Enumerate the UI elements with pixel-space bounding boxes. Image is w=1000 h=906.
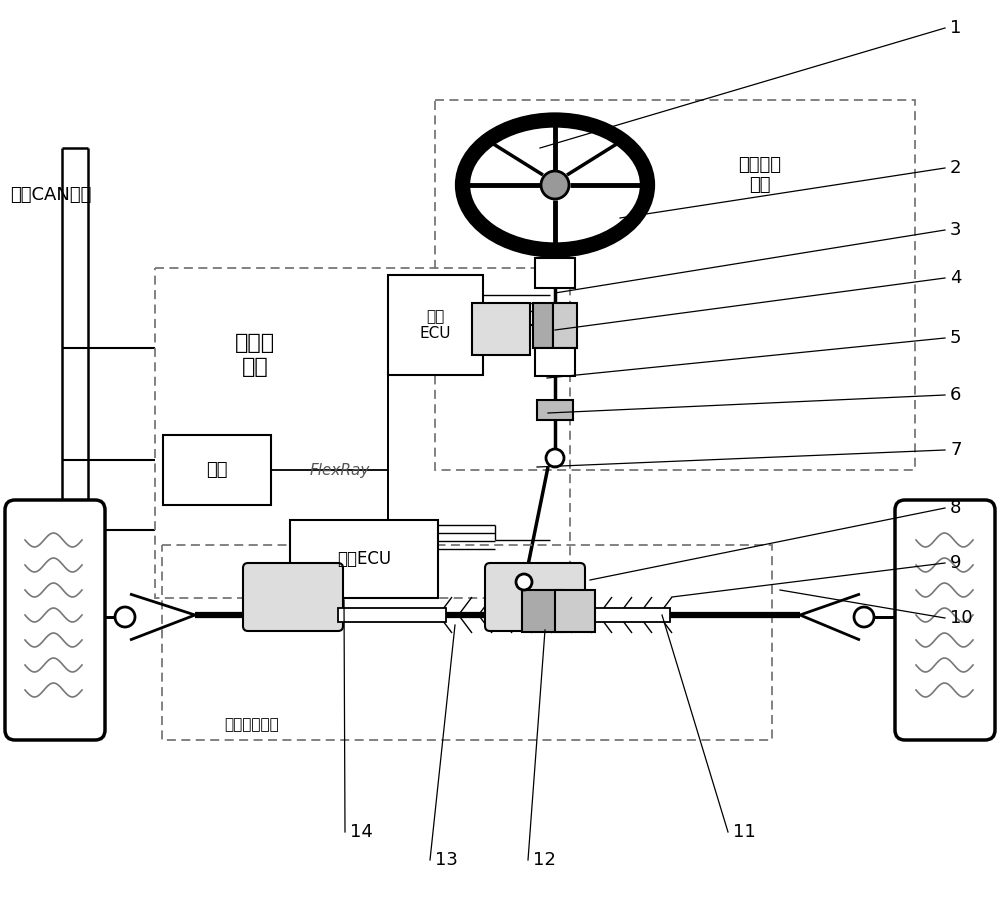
Bar xyxy=(338,608,446,622)
Bar xyxy=(155,268,570,598)
Text: 4: 4 xyxy=(950,269,962,287)
Bar xyxy=(163,435,271,505)
Bar xyxy=(533,303,553,348)
Bar xyxy=(553,303,577,348)
Circle shape xyxy=(546,449,564,467)
Bar xyxy=(590,608,670,622)
FancyBboxPatch shape xyxy=(5,500,105,740)
Bar xyxy=(535,348,575,376)
Text: 整车CAN总线: 整车CAN总线 xyxy=(10,186,91,204)
Bar xyxy=(290,520,438,598)
Text: 转向操纵
模块: 转向操纵 模块 xyxy=(738,156,782,195)
Circle shape xyxy=(115,607,135,627)
Text: 12: 12 xyxy=(533,851,556,869)
Bar xyxy=(555,590,595,632)
Bar xyxy=(535,258,575,288)
FancyBboxPatch shape xyxy=(895,500,995,740)
Text: 1: 1 xyxy=(950,19,961,37)
Text: 控制器
模块: 控制器 模块 xyxy=(235,333,275,377)
Text: 11: 11 xyxy=(733,823,756,841)
Text: 路感
ECU: 路感 ECU xyxy=(419,309,451,342)
Bar xyxy=(435,100,915,470)
Text: 14: 14 xyxy=(350,823,373,841)
Text: 5: 5 xyxy=(950,329,962,347)
Text: 2: 2 xyxy=(950,159,962,177)
Bar xyxy=(472,303,530,355)
Bar xyxy=(522,590,564,632)
FancyBboxPatch shape xyxy=(243,563,343,631)
Circle shape xyxy=(516,574,532,590)
Text: FlexRay: FlexRay xyxy=(310,462,370,477)
Text: 8: 8 xyxy=(950,499,961,517)
Bar xyxy=(537,400,573,420)
Text: 转向执行模块: 转向执行模块 xyxy=(225,718,279,732)
Text: 9: 9 xyxy=(950,554,962,572)
Text: 网关: 网关 xyxy=(206,461,228,479)
Circle shape xyxy=(854,607,874,627)
Text: 13: 13 xyxy=(435,851,458,869)
Bar xyxy=(162,545,772,740)
Text: 3: 3 xyxy=(950,221,962,239)
FancyBboxPatch shape xyxy=(485,563,585,631)
Text: 7: 7 xyxy=(950,441,962,459)
Text: 执行ECU: 执行ECU xyxy=(337,550,391,568)
Text: 10: 10 xyxy=(950,609,973,627)
Circle shape xyxy=(541,171,569,199)
Text: 6: 6 xyxy=(950,386,961,404)
Bar xyxy=(388,275,483,375)
